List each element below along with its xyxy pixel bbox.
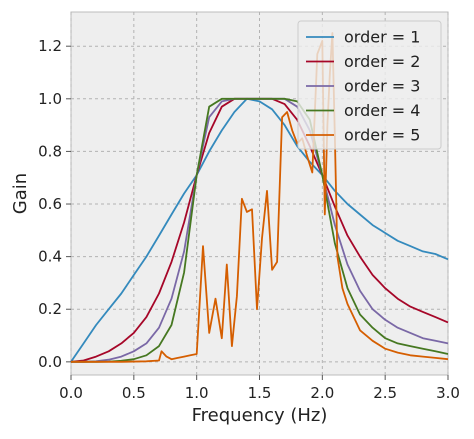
x-tick-label: 0.0 — [59, 384, 83, 402]
y-tick-label: 0.0 — [38, 353, 62, 371]
y-tick-label: 0.8 — [38, 142, 62, 160]
x-tick-label: 2.0 — [310, 384, 334, 402]
legend-label-order-4: order = 4 — [344, 101, 420, 120]
x-axis-label: Frequency (Hz) — [192, 405, 328, 426]
y-tick-label: 0.4 — [38, 248, 62, 266]
series-layer — [70, 32, 449, 363]
legend: order = 1 order = 2 order = 3 order = 4 orde… — [297, 20, 442, 150]
legend-label-order-2: order = 2 — [344, 52, 420, 71]
legend-label-order-3: order = 3 — [344, 77, 420, 96]
y-tick-label: 1.2 — [38, 37, 62, 55]
series-line-order-1 — [70, 97, 449, 363]
grid-lines — [70, 12, 449, 375]
y-tick-label: 1.0 — [38, 90, 62, 108]
x-tick-label: 2.5 — [373, 384, 397, 402]
x-tick-label: 3.0 — [436, 384, 460, 402]
axis-ticks: 0.0 0.5 1.0 1.5 2.0 2.5 3.0 0.0 0.2 0.4 0.6 0.8 1.0 1… — [38, 37, 460, 402]
x-tick-label: 1.5 — [248, 384, 272, 402]
series-line-order-4 — [71, 97, 449, 363]
y-tick-label: 0.6 — [38, 195, 62, 213]
x-tick-label: 1.0 — [185, 384, 209, 402]
y-axis-label: Gain — [10, 173, 31, 214]
y-tick-label: 0.2 — [38, 300, 62, 318]
x-tick-label: 0.5 — [122, 384, 146, 402]
legend-box — [297, 20, 442, 150]
series-line-order-5 — [71, 32, 449, 363]
legend-label-order-5: order = 5 — [344, 126, 420, 145]
legend-label-order-1: order = 1 — [344, 28, 420, 47]
